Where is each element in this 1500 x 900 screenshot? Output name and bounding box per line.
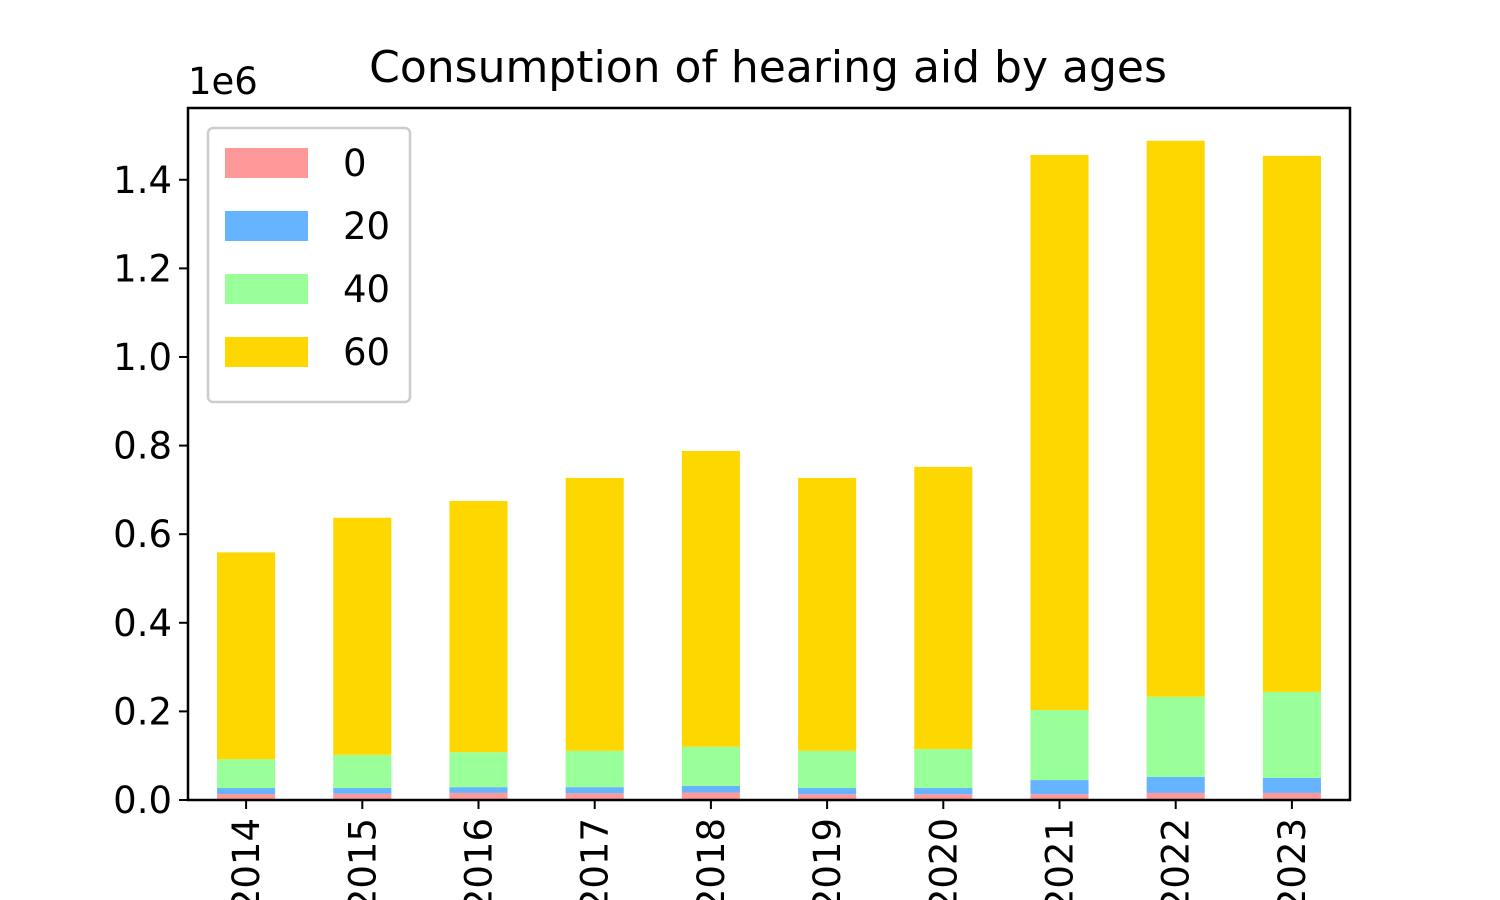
- bar-segment: [217, 788, 276, 795]
- bar-segment: [914, 466, 973, 750]
- legend-swatch: [225, 211, 308, 241]
- bar-segment: [681, 785, 740, 793]
- bar-segment: [1146, 140, 1205, 697]
- bar-segment: [1146, 696, 1205, 777]
- bar-segment: [1262, 155, 1321, 692]
- bar-segment: [1030, 710, 1089, 781]
- bar-segment: [333, 793, 392, 800]
- bar-segment: [798, 750, 857, 789]
- x-tick-label: 2022: [1155, 818, 1198, 900]
- bar-segment: [449, 792, 508, 800]
- x-tick-label: 2015: [341, 818, 384, 900]
- x-tick-label: 2018: [690, 818, 733, 900]
- y-tick-label: 0.6: [113, 513, 172, 556]
- bar-segment: [681, 746, 740, 786]
- bar-segment: [449, 752, 508, 788]
- y-tick-label: 0.8: [113, 425, 172, 468]
- x-tick-label: 2023: [1271, 818, 1314, 900]
- bar-segment: [1146, 776, 1205, 793]
- bar-segment: [449, 500, 508, 753]
- bar-segment: [217, 552, 276, 760]
- bar-segment: [565, 793, 624, 800]
- legend-label: 40: [343, 268, 390, 311]
- y-tick-label: 1.0: [113, 336, 172, 379]
- bar-segment: [1030, 780, 1089, 795]
- bar-segment: [1146, 792, 1205, 800]
- bar-segment: [333, 788, 392, 794]
- bar-segment: [333, 517, 392, 755]
- bar-segment: [914, 788, 973, 795]
- legend-swatch: [225, 148, 308, 178]
- bar-segment: [1262, 777, 1321, 793]
- bar-segment: [798, 794, 857, 800]
- bar-segment: [1030, 154, 1089, 711]
- bar-segment: [333, 754, 392, 789]
- legend-label: 20: [343, 205, 390, 248]
- x-tick-label: 2019: [806, 818, 849, 900]
- chart-title: Consumption of hearing aid by ages: [369, 42, 1167, 93]
- y-tick-label: 0.4: [113, 602, 172, 645]
- legend-label: 60: [343, 331, 390, 374]
- bar-segment: [1030, 794, 1089, 800]
- legend-frame: [206, 126, 412, 404]
- bar-segment: [914, 749, 973, 789]
- bar-segment: [565, 477, 624, 751]
- legend: 0 20 40 60: [206, 126, 412, 404]
- y-tick-label: 0.0: [113, 779, 172, 822]
- bar-segment: [1262, 691, 1321, 778]
- legend-label: 0: [343, 142, 367, 185]
- y-tick-label: 0.2: [113, 690, 172, 733]
- bar-segment: [914, 794, 973, 800]
- bar-segment: [798, 788, 857, 795]
- bar-segment: [565, 750, 624, 788]
- y-tick-label: 1.2: [113, 247, 172, 290]
- x-tick-label: 2021: [1039, 818, 1082, 900]
- bar-segment: [798, 477, 857, 751]
- bar-segment: [681, 450, 740, 747]
- x-tick-label: 2017: [574, 818, 617, 900]
- bar-segment: [565, 787, 624, 794]
- bar-segment: [217, 794, 276, 800]
- y-tick-label: 1.4: [113, 159, 172, 202]
- y-offset-label: 1e6: [188, 60, 258, 103]
- x-tick-label: 2014: [225, 818, 268, 900]
- x-tick-label: 2020: [922, 818, 965, 900]
- bar-segment: [1262, 792, 1321, 800]
- bar-segment: [681, 792, 740, 800]
- bar-segment: [449, 787, 508, 793]
- plot-frame: [186, 106, 1352, 802]
- legend-swatch: [225, 274, 308, 304]
- x-tick-label: 2016: [458, 818, 501, 900]
- bar-segment: [217, 759, 276, 789]
- legend-swatch: [225, 337, 308, 367]
